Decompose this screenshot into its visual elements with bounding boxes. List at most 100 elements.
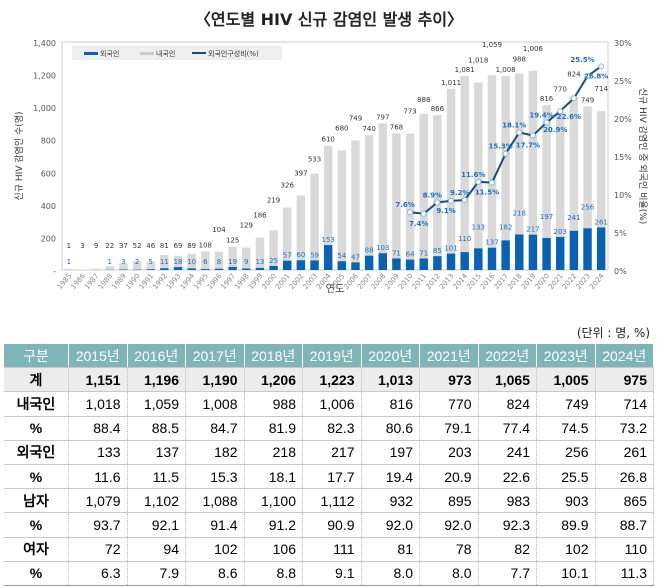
x-tick-label: 2024 xyxy=(588,272,606,291)
bar-domestic xyxy=(119,263,128,270)
ratio-point xyxy=(557,108,564,115)
bar-foreign xyxy=(474,248,483,270)
foreign-value-label: 1 xyxy=(67,258,71,266)
table-cell: 9.1 xyxy=(302,561,362,586)
table-row: 내국인 1,018 1,059 1,008 988 1,006 816 770 824 749 71… xyxy=(4,391,654,417)
table-cell: 865 xyxy=(595,488,654,514)
table-cell: 133 xyxy=(68,440,128,465)
y2-tick-label: 15% xyxy=(614,153,632,162)
foreign-value-label: 8 xyxy=(217,258,221,266)
table-cell: 102 xyxy=(536,537,596,562)
table-cell: 1,018 xyxy=(68,391,128,417)
bar-domestic xyxy=(173,255,183,268)
legend xyxy=(72,46,282,60)
table-cell: 93.7 xyxy=(68,512,128,538)
table-cell: 714 xyxy=(595,391,654,417)
domestic-value-label: 1,011 xyxy=(441,79,461,87)
foreign-value-label: 256 xyxy=(581,203,595,211)
table-cell: 82 xyxy=(478,537,537,562)
row-label: 계 xyxy=(4,367,69,393)
column-header: 2019년 xyxy=(302,344,362,369)
y2-tick-label: 30% xyxy=(614,39,632,48)
ratio-label: 20.9% xyxy=(543,126,567,134)
table-cell: 10.1 xyxy=(536,561,596,586)
domestic-value-label: 108 xyxy=(199,241,212,249)
row-label: % xyxy=(4,561,69,586)
table-cell: 749 xyxy=(536,391,596,417)
bar-foreign xyxy=(364,255,374,270)
ratio-label: 7.4% xyxy=(409,220,428,228)
table-cell: 217 xyxy=(302,440,362,465)
table-cell: 137 xyxy=(127,440,186,465)
y-tick-label: 1,000 xyxy=(33,104,56,113)
table-cell: 983 xyxy=(478,488,537,514)
bar-foreign xyxy=(187,268,196,270)
bar-domestic xyxy=(269,230,278,266)
domestic-value-label: 888 xyxy=(417,96,430,104)
table-row: % 93.7 92.1 91.4 91.2 90.9 92.0 92.0 92.3 89.9 88.… xyxy=(4,512,654,538)
bar-foreign xyxy=(446,253,456,270)
foreign-value-label: 71 xyxy=(392,249,401,257)
foreign-value-label: 18 xyxy=(174,258,183,266)
bar-foreign xyxy=(555,236,565,270)
bar-foreign xyxy=(528,234,538,270)
page-title: 〈연도별 HIV 신규 감염인 발생 추이〉 xyxy=(194,10,464,29)
legend-domestic: 내국인 xyxy=(156,49,175,58)
foreign-value-label: 101 xyxy=(444,245,457,253)
table-cell: 8.0 xyxy=(361,561,420,586)
table-cell: 110 xyxy=(595,537,654,562)
legend-ratio: 외국인구성비(%) xyxy=(208,49,259,58)
bar-domestic xyxy=(228,246,237,267)
table-row: % 11.6 11.5 15.3 18.1 17.7 19.4 20.9 22.6 25.5 26.… xyxy=(4,464,654,490)
table-cell: 80.6 xyxy=(361,416,420,441)
table-cell: 78 xyxy=(419,537,479,562)
bar-domestic xyxy=(378,123,388,254)
y-tick-label: 1,400 xyxy=(33,39,56,48)
ratio-label: 22.6% xyxy=(557,113,581,121)
table-cell: 218 xyxy=(244,440,303,465)
bar-foreign xyxy=(242,268,251,270)
domestic-value-label: 610 xyxy=(321,136,334,144)
y2-axis-label: 신규 HIV 감염인 중 외국인 비율(%) xyxy=(637,88,649,225)
foreign-value-label: 137 xyxy=(485,239,498,247)
bar-domestic xyxy=(460,76,469,253)
row-label: % xyxy=(4,512,69,538)
bar-domestic xyxy=(392,133,401,259)
ratio-point xyxy=(448,197,455,204)
bar-domestic xyxy=(255,237,265,268)
foreign-value-label: 19 xyxy=(228,258,237,266)
table-row: 여자 72 94 102 106 111 81 78 82 102 110 xyxy=(4,537,654,562)
bar-domestic xyxy=(337,150,347,262)
bar-foreign xyxy=(433,256,442,270)
table-cell: 1,059 xyxy=(127,391,186,417)
foreign-value-label: 218 xyxy=(513,209,526,217)
table-cell: 90.9 xyxy=(302,512,362,538)
column-header: 2021년 xyxy=(419,344,479,369)
domestic-value-label: 9 xyxy=(94,242,98,250)
ratio-label: 11.6% xyxy=(461,171,485,179)
table-cell: 1,088 xyxy=(185,488,245,514)
legend-domestic-swatch xyxy=(140,52,154,55)
table-cell: 18.1 xyxy=(244,464,303,490)
domestic-value-label: 988 xyxy=(513,56,526,64)
foreign-value-label: 11 xyxy=(160,258,169,266)
domestic-value-label: 69 xyxy=(174,242,183,250)
table-cell: 11.6 xyxy=(68,464,128,490)
column-header: 2022년 xyxy=(478,344,537,369)
y-tick-label: 1,200 xyxy=(33,72,56,81)
table-cell: 895 xyxy=(419,488,479,514)
table-cell: 988 xyxy=(244,391,303,417)
table-cell: 1,196 xyxy=(127,367,186,393)
table-cell: 7.9 xyxy=(127,561,186,586)
foreign-value-label: 88 xyxy=(365,247,374,255)
bar-foreign xyxy=(515,234,524,270)
table-cell: 15.3 xyxy=(185,464,245,490)
bar-domestic xyxy=(242,247,251,269)
foreign-value-label: 57 xyxy=(283,252,292,260)
bar-domestic xyxy=(282,207,292,261)
domestic-value-label: 816 xyxy=(540,95,554,103)
table-cell: 1,190 xyxy=(185,367,245,393)
table-row: 계 1,151 1,196 1,190 1,206 1,223 1,013 973 1,065 1… xyxy=(4,367,654,393)
table-cell: 8.6 xyxy=(185,561,245,586)
hiv-table: 구분 2015년 2016년 2017년 2018년 2019년 2020년 2021년 202… xyxy=(4,344,654,586)
